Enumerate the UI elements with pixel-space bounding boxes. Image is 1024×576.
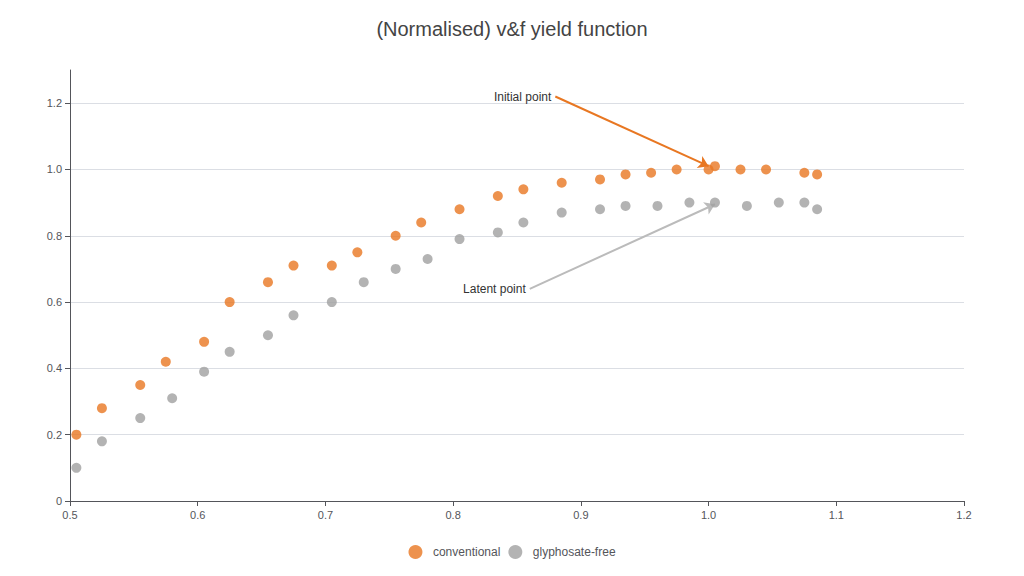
svg-text:glyphosate-free: glyphosate-free (533, 545, 616, 559)
svg-text:0.7: 0.7 (318, 509, 333, 521)
svg-text:0.6: 0.6 (190, 509, 205, 521)
svg-text:0.4: 0.4 (47, 362, 62, 374)
svg-text:Latent point: Latent point (463, 282, 526, 296)
svg-text:0: 0 (56, 495, 62, 507)
svg-text:0.5: 0.5 (62, 509, 77, 521)
svg-text:0.8: 0.8 (445, 509, 460, 521)
svg-text:0.8: 0.8 (47, 230, 62, 242)
svg-text:1.0: 1.0 (47, 163, 62, 175)
svg-text:0.6: 0.6 (47, 296, 62, 308)
svg-text:Initial point: Initial point (494, 90, 552, 104)
svg-text:0.2: 0.2 (47, 429, 62, 441)
svg-text:1.2: 1.2 (47, 97, 62, 109)
svg-text:1.1: 1.1 (829, 509, 844, 521)
svg-text:0.9: 0.9 (573, 509, 588, 521)
svg-text:1.2: 1.2 (956, 509, 971, 521)
svg-text:(Normalised) v&f yield functio: (Normalised) v&f yield function (376, 18, 647, 40)
svg-text:1.0: 1.0 (701, 509, 716, 521)
svg-text:conventional: conventional (433, 545, 500, 559)
